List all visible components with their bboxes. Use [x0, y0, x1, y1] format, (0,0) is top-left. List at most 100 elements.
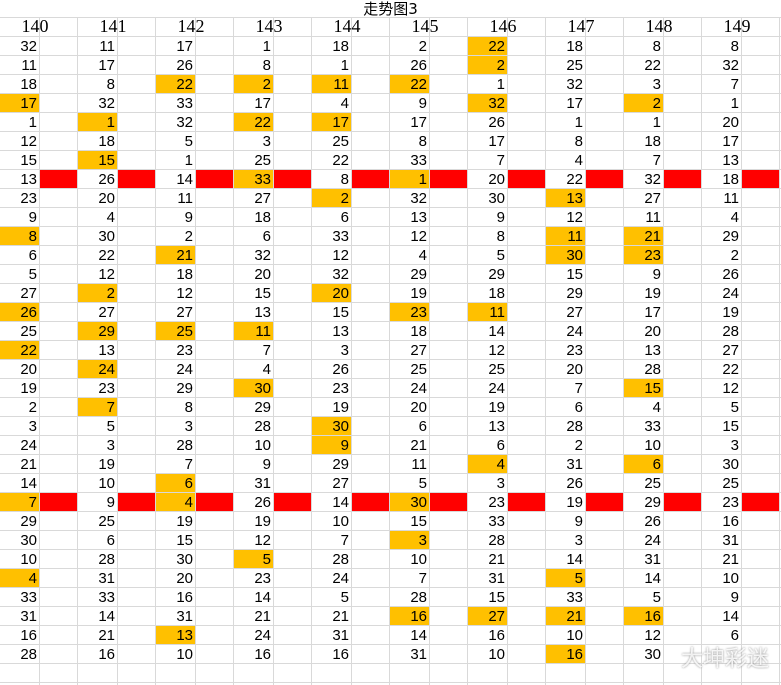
highlight-fill [156, 322, 196, 341]
cell-value: 20 [332, 285, 349, 302]
cell-value: 22 [254, 114, 271, 131]
highlight-fill [312, 113, 352, 132]
cell-value: 32 [20, 38, 37, 55]
highlight-fill [78, 322, 118, 341]
grid-line [0, 397, 781, 398]
cell-value: 26 [176, 57, 193, 74]
cell-value: 13 [98, 342, 115, 359]
cell-value: 21 [488, 551, 505, 568]
cell-value: 28 [98, 551, 115, 568]
cell-value: 8 [418, 133, 427, 150]
cell-value: 5 [730, 399, 739, 416]
cell-value: 1 [730, 95, 739, 112]
cell-value: 25 [332, 133, 349, 150]
cell-value: 32 [98, 95, 115, 112]
cell-value: 17 [488, 133, 505, 150]
cell-value: 6 [730, 627, 739, 644]
highlight-fill [390, 493, 430, 512]
cell-value: 6 [652, 456, 661, 473]
cell-value: 13 [332, 323, 349, 340]
cell-value: 26 [488, 114, 505, 131]
highlight-fill [234, 322, 274, 341]
cell-value: 5 [184, 133, 193, 150]
grid-line [77, 18, 78, 685]
cell-value: 26 [20, 304, 37, 321]
grid-line [39, 18, 40, 685]
grid-line [0, 245, 781, 246]
column-header: 142 [177, 16, 205, 36]
column-header: 147 [567, 16, 595, 36]
cell-value: 18 [410, 323, 427, 340]
cell-value: 11 [645, 209, 661, 226]
cell-value: 31 [488, 570, 505, 587]
highlight-fill [546, 227, 586, 246]
cell-value: 17 [98, 57, 115, 74]
cell-value: 21 [410, 437, 427, 454]
red-fill [352, 493, 390, 512]
grid-line [0, 226, 781, 227]
cell-value: 30 [254, 380, 271, 397]
cell-value: 22 [20, 342, 37, 359]
highlight-fill [312, 417, 352, 436]
cell-value: 7 [652, 152, 661, 169]
cell-value: 7 [340, 532, 349, 549]
cell-value: 10 [254, 437, 271, 454]
cell-value: 32 [644, 171, 661, 188]
cell-value: 23 [566, 342, 583, 359]
cell-value: 12 [566, 209, 583, 226]
grid-line [117, 18, 118, 685]
highlight-fill [0, 94, 40, 113]
highlight-fill [390, 170, 430, 189]
cell-value: 30 [20, 532, 37, 549]
cell-value: 26 [332, 361, 349, 378]
cell-value: 24 [644, 532, 661, 549]
cell-value: 10 [332, 513, 349, 530]
cell-value: 33 [332, 228, 349, 245]
red-fill [430, 493, 468, 512]
cell-value: 29 [566, 285, 583, 302]
cell-value: 7 [730, 76, 739, 93]
cell-value: 33 [644, 418, 661, 435]
cell-value: 16 [488, 627, 505, 644]
cell-value: 10 [410, 551, 427, 568]
cell-value: 11 [21, 57, 37, 74]
grid-line [701, 18, 702, 685]
cell-value: 10 [722, 570, 739, 587]
cell-value: 11 [411, 456, 427, 473]
cell-value: 33 [98, 589, 115, 606]
cell-value: 29 [722, 228, 739, 245]
cell-value: 17 [20, 95, 37, 112]
cell-value: 14 [410, 627, 427, 644]
cell-value: 7 [418, 570, 427, 587]
column-header: 140 [21, 16, 49, 36]
red-fill [508, 170, 546, 189]
cell-value: 16 [410, 608, 427, 625]
highlight-fill [468, 37, 508, 56]
cell-value: 5 [28, 266, 37, 283]
cell-value: 5 [418, 475, 427, 492]
cell-value: 6 [106, 532, 115, 549]
cell-value: 20 [488, 171, 505, 188]
grid-line [0, 682, 781, 683]
cell-value: 6 [28, 247, 37, 264]
cell-value: 17 [566, 95, 583, 112]
cell-value: 15 [410, 513, 427, 530]
cell-value: 22 [176, 76, 193, 93]
cell-value: 23 [254, 570, 271, 587]
grid-line [0, 36, 781, 37]
cell-value: 30 [410, 494, 427, 511]
cell-value: 1 [106, 114, 115, 131]
cell-value: 20 [566, 361, 583, 378]
highlight-fill [624, 455, 664, 474]
cell-value: 14 [488, 323, 505, 340]
cell-value: 32 [410, 190, 427, 207]
red-fill [664, 493, 702, 512]
cell-value: 33 [410, 152, 427, 169]
cell-value: 21 [20, 456, 37, 473]
highlight-fill [390, 531, 430, 550]
grid-line [467, 18, 468, 685]
cell-value: 5 [340, 589, 349, 606]
grid-line [429, 18, 430, 685]
cell-value: 30 [566, 247, 583, 264]
cell-value: 9 [574, 513, 583, 530]
